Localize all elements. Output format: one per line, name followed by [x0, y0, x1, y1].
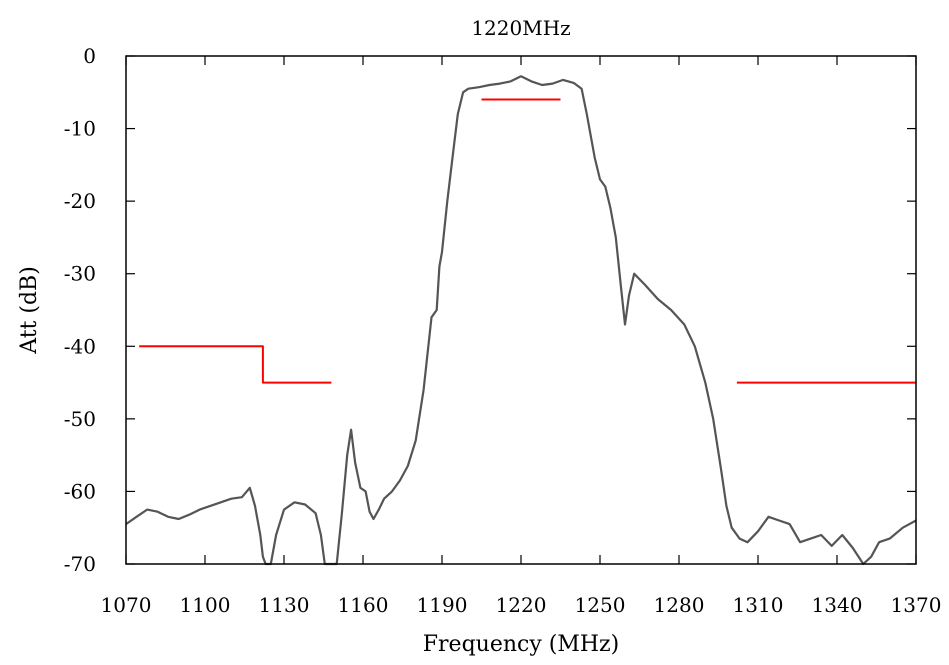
x-tick-labels: 1070 1100 1130 1160 1190 1220 1250 1280 1310 1340… — [101, 593, 942, 617]
x-tick-label: 1130 — [259, 593, 310, 617]
axis-ticks — [125, 55, 917, 565]
x-tick-label: 1160 — [338, 593, 389, 617]
x-tick-label: 1070 — [101, 593, 152, 617]
chart-title: 1220MHz — [471, 16, 570, 40]
attenuation-curve — [125, 75, 917, 566]
y-tick-label: -20 — [64, 189, 96, 213]
y-tick-label: -30 — [64, 262, 96, 286]
y-tick-label: -70 — [64, 552, 96, 576]
x-tick-label: 1220 — [496, 593, 547, 617]
x-tick-label: 1250 — [575, 593, 626, 617]
y-axis-title: Att (dB) — [17, 266, 42, 355]
x-tick-label: 1310 — [733, 593, 784, 617]
plot-frame — [125, 55, 917, 565]
mask-line-1 — [139, 345, 332, 384]
y-tick-label: -10 — [64, 117, 96, 141]
x-tick-label: 1280 — [654, 593, 705, 617]
y-tick-label: -60 — [64, 479, 96, 503]
y-tick-label: -40 — [64, 334, 96, 358]
series-layer — [125, 75, 917, 566]
x-tick-label: 1370 — [891, 593, 942, 617]
y-tick-labels: 0 -10 -20 -30 -40 -50 -60 -70 — [64, 44, 96, 576]
x-tick-label: 1190 — [417, 593, 468, 617]
x-tick-label: 1340 — [812, 593, 863, 617]
x-tick-label: 1100 — [180, 593, 231, 617]
x-axis-title: Frequency (MHz) — [423, 632, 619, 657]
y-tick-label: 0 — [83, 44, 96, 68]
y-tick-label: -50 — [64, 407, 96, 431]
